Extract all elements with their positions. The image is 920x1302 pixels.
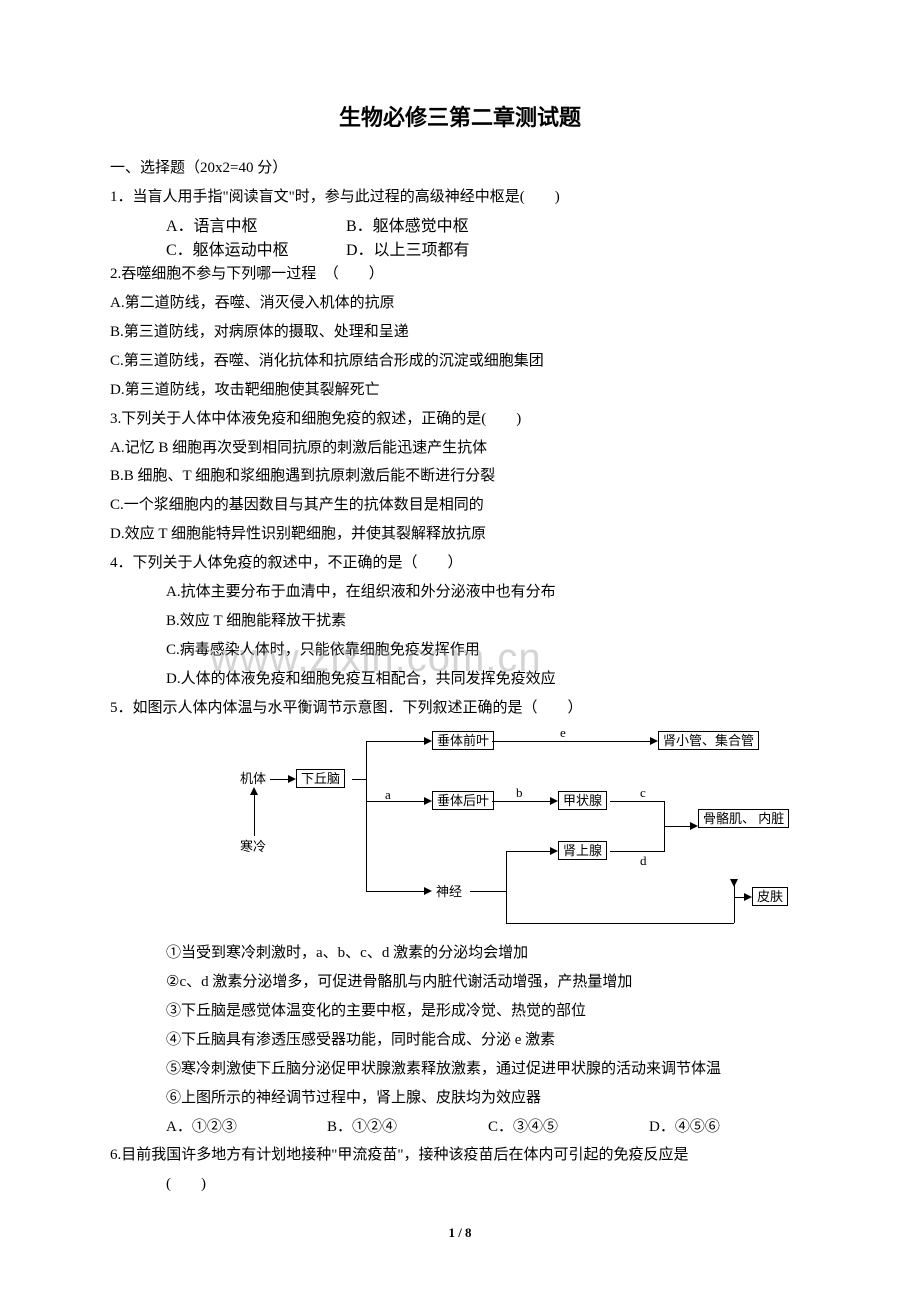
arrow-line <box>352 779 366 780</box>
diagram-label-e: e <box>560 725 566 741</box>
q3-opt-b: B.B 细胞、T 细胞和浆细胞遇到抗原刺激后能不断进行分裂 <box>110 462 810 491</box>
q3-stem: 3.下列关于人体中体液免疫和细胞免疫的叙述，正确的是( ) <box>110 405 810 434</box>
q5-s2: ②c、d 激素分泌增多，可促进骨骼肌与内脏代谢活动增强，产热量增加 <box>110 968 810 997</box>
document-title: 生物必修三第二章测试题 <box>110 100 810 132</box>
arrow-line <box>610 851 664 852</box>
diagram-label-c: c <box>640 785 646 801</box>
arrow-line <box>506 851 552 852</box>
q5-opt-c: C．③④⑤ <box>488 1113 649 1142</box>
diagram-box-chuitihouye: 垂体前叶 <box>432 731 494 751</box>
page-number: 1 / 8 <box>0 1225 920 1241</box>
q1-options-row2: C．躯体运动中枢 D．以上三项都有 <box>110 236 810 260</box>
diagram-box-pifu: 皮肤 <box>752 887 788 907</box>
q4-stem: 4．下列关于人体免疫的叙述中，不正确的是（ ） <box>110 549 810 578</box>
q5-opt-a: A．①②③ <box>166 1113 327 1142</box>
q2-stem: 2.吞噬细胞不参与下列哪一过程 （ ） <box>110 260 810 289</box>
q4-opt-c: C.病毒感染人体时，只能依靠细胞免疫发挥作用 <box>110 636 810 665</box>
arrow-head-icon <box>730 879 738 887</box>
q5-s5: ⑤寒冷刺激使下丘脑分泌促甲状腺激素释放激素，通过促进甲状腺的活动来调节体温 <box>110 1055 810 1084</box>
q3-opt-a: A.记忆 B 细胞再次受到相同抗原的刺激后能迅速产生抗体 <box>110 434 810 463</box>
arrow-line <box>366 801 426 802</box>
q1-options-row1: A．语言中枢 B．躯体感觉中枢 <box>110 212 810 236</box>
q1-opt-d: D．以上三项都有 <box>346 236 526 260</box>
arrow-line <box>492 801 552 802</box>
diagram-label-jiti: 机体 <box>240 771 266 787</box>
arrow-line <box>734 897 746 898</box>
arrow-head-icon <box>250 787 258 795</box>
arrow-line <box>366 741 367 891</box>
arrow-line <box>506 923 734 924</box>
arrow-line <box>470 891 506 892</box>
q5-s4: ④下丘脑具有渗透压感受器功能，同时能合成、分泌 e 激素 <box>110 1026 810 1055</box>
diagram-label-hanleng: 寒冷 <box>240 839 266 855</box>
q5-opt-d: D．④⑤⑥ <box>649 1113 810 1142</box>
q2-opt-c: C.第三道防线，吞噬、消化抗体和抗原结合形成的沉淀或细胞集团 <box>110 347 810 376</box>
q1-opt-a: A．语言中枢 <box>166 212 346 236</box>
q4-opt-a: A.抗体主要分布于血清中，在组织液和外分泌液中也有分布 <box>110 578 810 607</box>
arrow-line <box>366 741 426 742</box>
q5-opt-b: B．①②④ <box>327 1113 488 1142</box>
document-page: www.zixin.com.cn 生物必修三第二章测试题 一、选择题（20x2=… <box>0 0 920 1259</box>
q4-opt-b: B.效应 T 细胞能释放干扰素 <box>110 607 810 636</box>
diagram-label-d: d <box>640 853 647 869</box>
arrow-head-icon <box>650 737 658 745</box>
diagram-box-chuitiqianye: 垂体后叶 <box>432 791 494 811</box>
section-heading: 一、选择题（20x2=40 分） <box>110 154 810 183</box>
q6-blank: ( ) <box>110 1170 810 1199</box>
q5-s6: ⑥上图所示的神经调节过程中，肾上腺、皮肤均为效应器 <box>110 1084 810 1113</box>
diagram-box-xiaqiunao: 下丘脑 <box>296 769 345 789</box>
arrow-head-icon <box>424 797 432 805</box>
arrow-line <box>664 826 692 827</box>
diagram-box-shenxiaoguan: 肾小管、集合管 <box>658 731 759 751</box>
q2-opt-d: D.第三道防线，攻击靶细胞使其裂解死亡 <box>110 376 810 405</box>
arrow-head-icon <box>690 822 698 830</box>
q1-opt-c: C．躯体运动中枢 <box>166 236 346 260</box>
q1-stem: 1．当盲人用手指"阅读盲文"时，参与此过程的高级神经中枢是( ) <box>110 183 810 212</box>
arrow-head-icon <box>424 737 432 745</box>
arrow-line <box>506 851 507 923</box>
arrow-head-icon <box>288 775 296 783</box>
diagram-label-shenjing: 神经 <box>436 884 462 900</box>
diagram-box-jiazhuangxian: 甲状腺 <box>558 791 607 811</box>
q2-opt-a: A.第二道防线，吞噬、消灭侵入机体的抗原 <box>110 289 810 318</box>
diagram-box-gugeji: 骨骼肌、 内脏 <box>698 809 789 829</box>
arrow-line <box>270 779 290 780</box>
arrow-head-icon <box>550 847 558 855</box>
q3-opt-d: D.效应 T 细胞能特异性识别靶细胞，并使其裂解释放抗原 <box>110 520 810 549</box>
q5-s1: ①当受到寒冷刺激时，a、b、c、d 激素的分泌均会增加 <box>110 939 810 968</box>
q5-stem: 5．如图示人体内体温与水平衡调节示意图．下列叙述正确的是（ ） <box>110 694 810 723</box>
q5-s3: ③下丘脑是感觉体温变化的主要中枢，是形成冷觉、热觉的部位 <box>110 997 810 1026</box>
diagram-label-b: b <box>516 785 523 801</box>
q5-options: A．①②③ B．①②④ C．③④⑤ D．④⑤⑥ <box>110 1113 810 1142</box>
q1-opt-b: B．躯体感觉中枢 <box>346 212 526 236</box>
arrow-line <box>610 801 664 802</box>
arrow-line <box>492 741 652 742</box>
arrow-head-icon <box>550 797 558 805</box>
arrow-line <box>366 891 426 892</box>
q5-diagram: 机体 寒冷 下丘脑 垂体前叶 a 垂体后叶 神经 e 肾小管、集合管 <box>240 729 810 929</box>
arrow-head-icon <box>424 887 432 895</box>
q6-stem: 6.目前我国许多地方有计划地接种"甲流疫苗"，接种该疫苗后在体内可引起的免疫反应… <box>110 1141 810 1170</box>
diagram-box-shenshangxian: 肾上腺 <box>558 841 607 861</box>
arrow-line <box>254 791 255 836</box>
q3-opt-c: C.一个浆细胞内的基因数目与其产生的抗体数目是相同的 <box>110 491 810 520</box>
q4-opt-d: D.人体的体液免疫和细胞免疫互相配合，共同发挥免疫效应 <box>110 665 810 694</box>
q2-opt-b: B.第三道防线，对病原体的摄取、处理和呈递 <box>110 318 810 347</box>
